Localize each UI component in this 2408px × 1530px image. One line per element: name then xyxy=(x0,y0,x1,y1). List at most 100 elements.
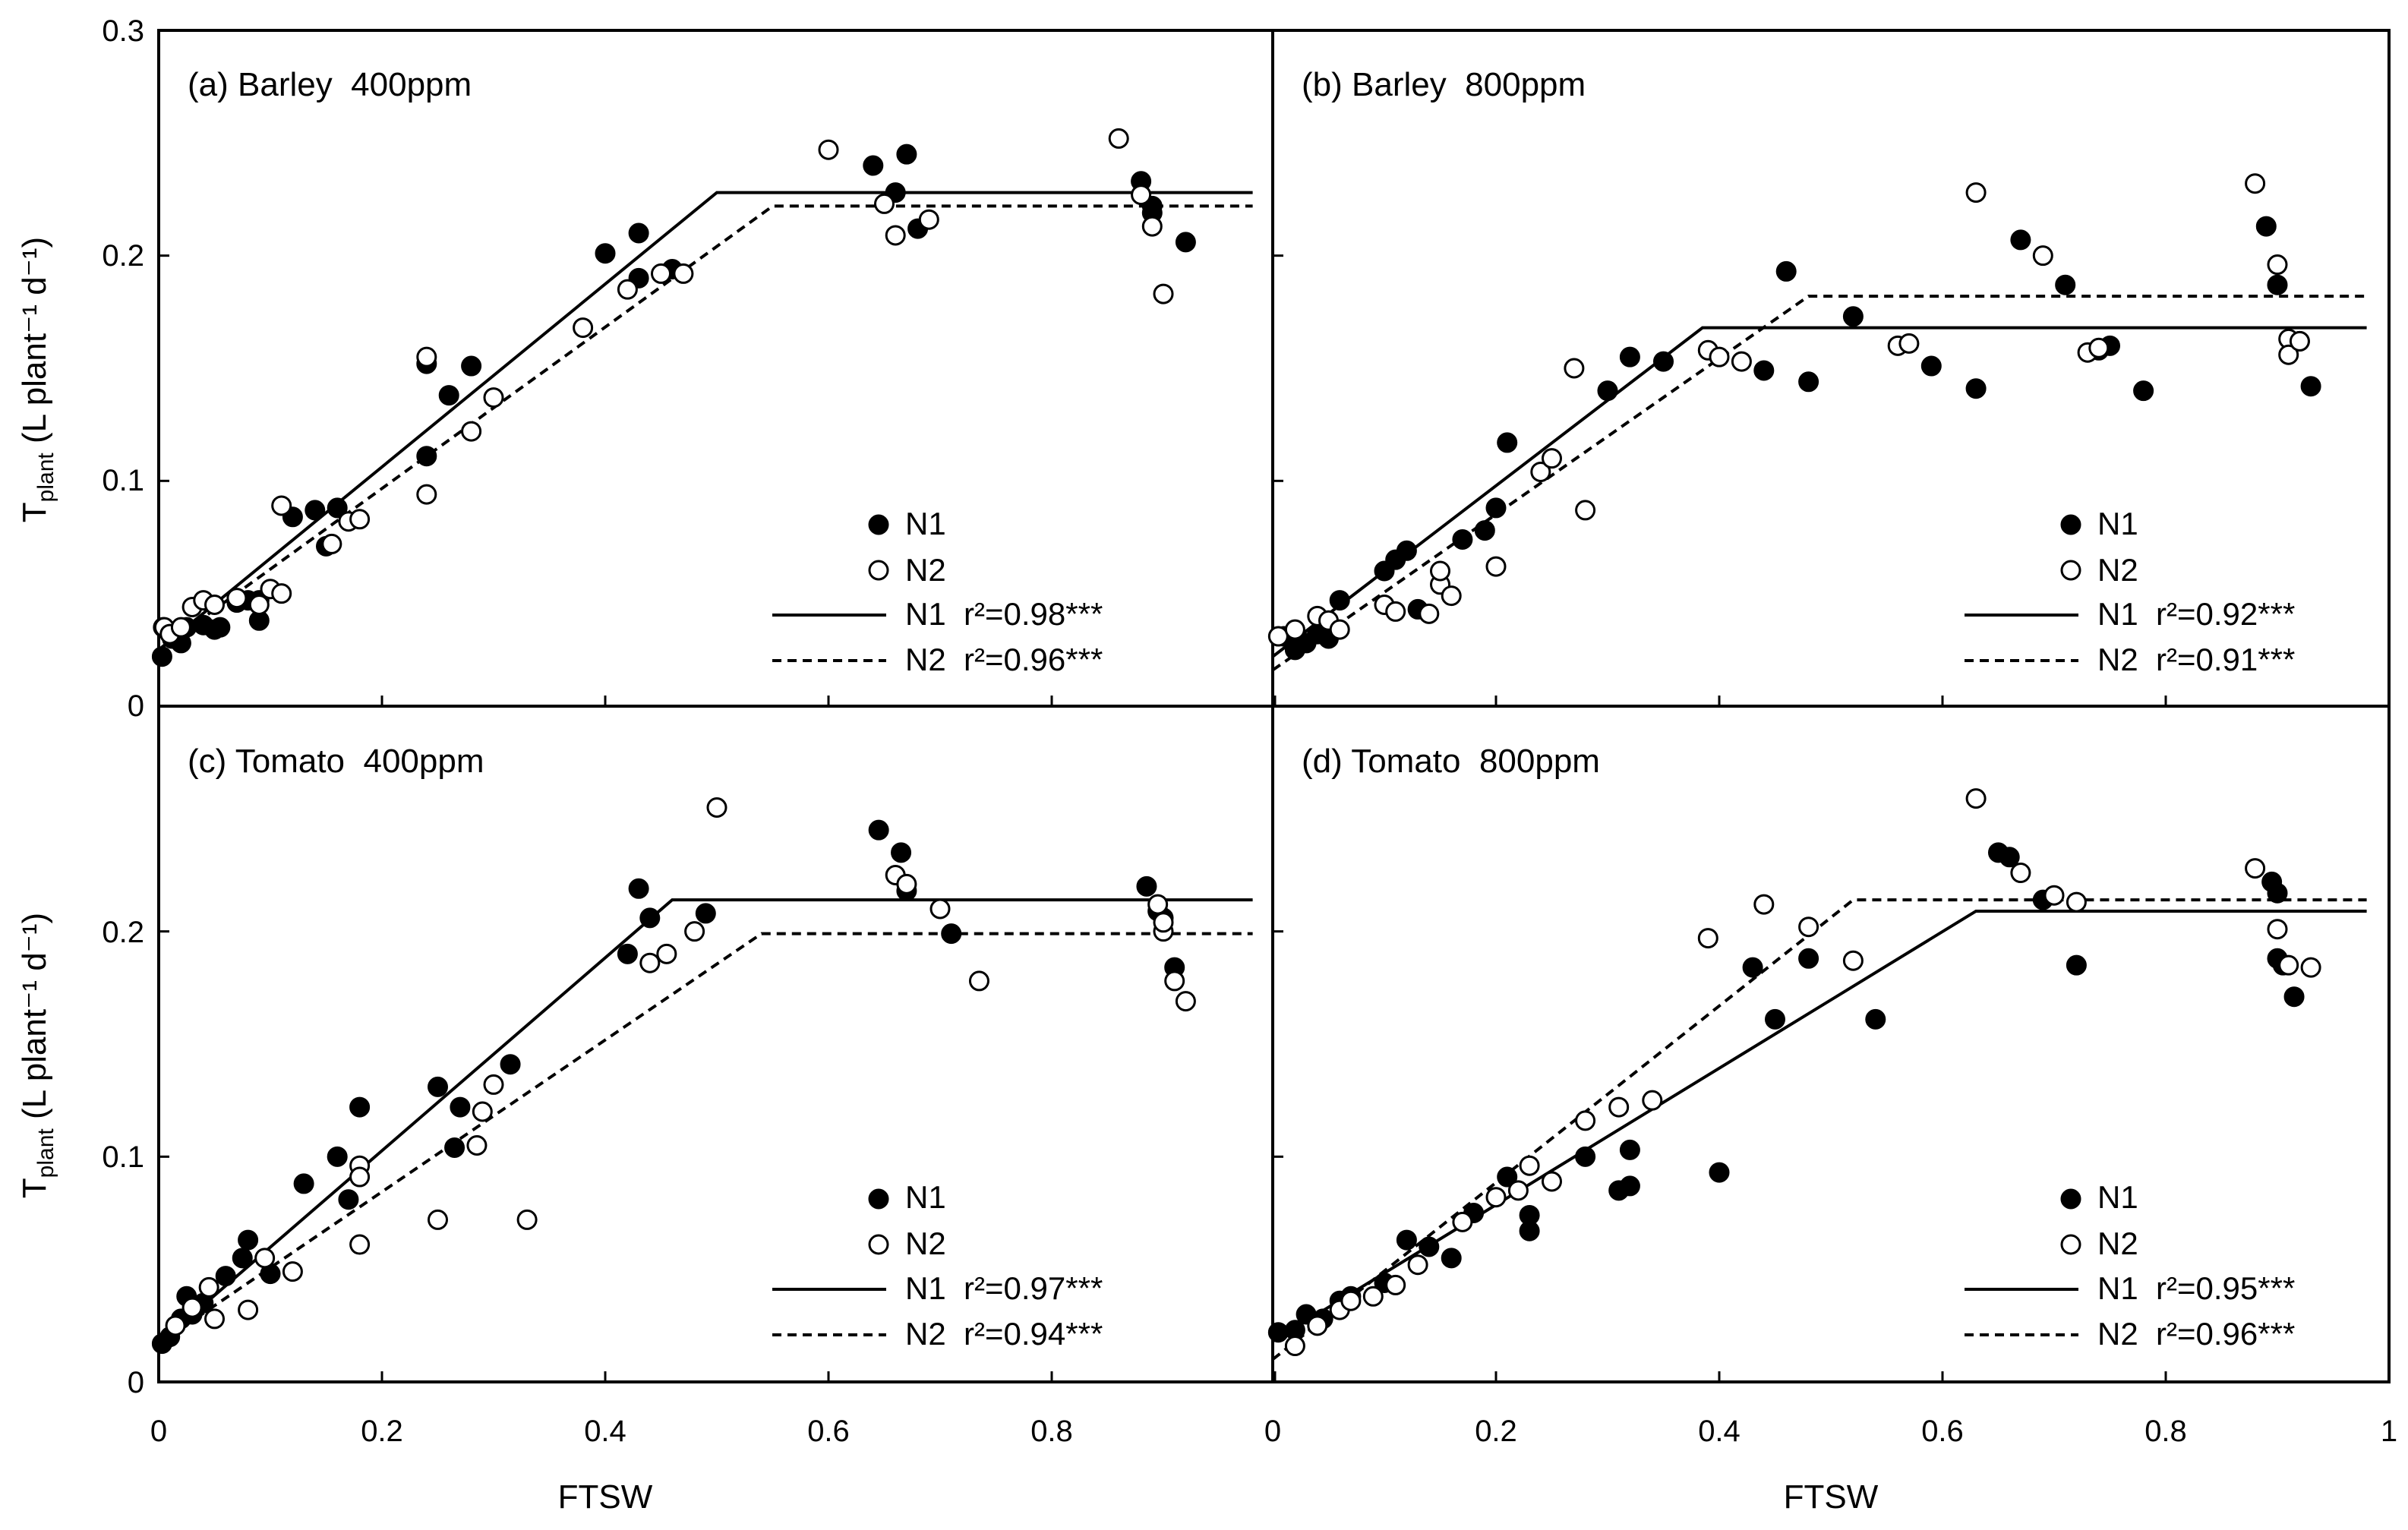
data-point-a-n1 xyxy=(1175,232,1196,253)
data-point-c-n2 xyxy=(1175,991,1196,1012)
data-point-d-n2 xyxy=(2066,891,2087,913)
data-point-b-n1 xyxy=(1965,378,1987,399)
data-point-d-n1 xyxy=(1396,1229,1417,1251)
data-point-a-n1 xyxy=(461,355,482,377)
legend-label-c-fit1: N1 r²=0.97*** xyxy=(905,1270,1103,1306)
legend-label-d-n1: N1 xyxy=(2097,1179,2138,1215)
data-point-b-n2 xyxy=(1709,346,1730,368)
y-tick-label-bottom: 0.1 xyxy=(102,1140,144,1174)
data-point-b-n2 xyxy=(2088,337,2110,358)
data-point-d-n1 xyxy=(1575,1146,1596,1167)
x-axis-title-left: FTSW xyxy=(558,1478,653,1516)
data-point-b-n1 xyxy=(1452,528,1473,550)
data-point-b-n1 xyxy=(1842,306,1864,327)
data-point-d-n2 xyxy=(1362,1286,1384,1307)
data-point-c-n2 xyxy=(1147,894,1169,915)
data-point-c-n1 xyxy=(891,842,912,863)
fit-line-a-1 xyxy=(157,191,1253,651)
data-point-b-n2 xyxy=(1430,560,1450,582)
data-point-c-n2 xyxy=(198,1276,219,1298)
legend-label-a-fit2: N2 r²=0.96*** xyxy=(905,642,1103,677)
y-axis-title-sub: plant xyxy=(33,453,58,503)
legend-label-b-fit2: N2 r²=0.91*** xyxy=(2097,642,2295,677)
data-point-c-n1 xyxy=(215,1266,236,1287)
x-tick-label-left: 0.6 xyxy=(807,1415,850,1448)
data-point-b-n2 xyxy=(2032,245,2053,267)
data-point-a-n1 xyxy=(863,155,884,176)
data-point-c-n2 xyxy=(254,1248,276,1269)
data-point-b-n1 xyxy=(1485,497,1507,519)
data-point-b-n1 xyxy=(2300,376,2321,397)
data-point-d-n2 xyxy=(1340,1290,1362,1311)
x-tick-label-left: 0.2 xyxy=(361,1415,403,1448)
data-point-c-n2 xyxy=(238,1299,259,1320)
data-point-d-n2 xyxy=(1407,1254,1428,1276)
legend-marker-b-n1 xyxy=(2060,514,2081,535)
data-point-a-n1 xyxy=(210,617,231,638)
y-axis-title-units: (L plant⁻¹ d⁻¹) xyxy=(16,913,53,1128)
data-point-b-n1 xyxy=(1497,432,1518,453)
data-point-c-n2 xyxy=(466,1135,488,1156)
data-point-d-n2 xyxy=(1284,1336,1305,1357)
legend-marker-b-n2 xyxy=(2060,560,2081,581)
data-point-b-n2 xyxy=(1575,500,1596,521)
data-point-d-n2 xyxy=(2043,885,2065,906)
data-point-a-n2 xyxy=(885,225,906,246)
panel-d xyxy=(1267,705,2391,1383)
legend-label-c-fit2: N2 r²=0.94*** xyxy=(905,1316,1103,1352)
legend-label-a-n2: N2 xyxy=(905,552,946,588)
data-point-c-n2 xyxy=(349,1166,371,1188)
data-point-a-n2 xyxy=(1108,128,1129,149)
data-point-a-n2 xyxy=(673,263,694,284)
data-point-c-n1 xyxy=(617,943,638,964)
data-point-a-n1 xyxy=(628,222,649,244)
y-tick-label-top: 0.1 xyxy=(102,464,144,497)
data-point-b-n2 xyxy=(1530,461,1551,482)
data-point-a-n2 xyxy=(651,263,671,284)
data-point-b-n2 xyxy=(1731,351,1752,372)
panel-b xyxy=(1267,29,2391,708)
data-point-b-n1 xyxy=(2267,274,2288,295)
data-point-d-n2 xyxy=(1965,788,1987,809)
data-point-c-n1 xyxy=(428,1076,448,1097)
data-point-d-n2 xyxy=(1753,894,1775,915)
data-point-d-n2 xyxy=(1385,1274,1406,1295)
data-point-b-n2 xyxy=(1419,603,1440,624)
data-point-c-n1 xyxy=(628,878,649,899)
data-point-b-n1 xyxy=(2255,216,2277,237)
data-point-a-n1 xyxy=(438,385,459,406)
data-point-c-n1 xyxy=(500,1054,521,1075)
data-point-c-n2 xyxy=(204,1308,225,1330)
legend-label-d-fit1: N1 r²=0.95*** xyxy=(2097,1270,2295,1306)
panel-title-b: (b) Barley 800ppm xyxy=(1302,66,1586,103)
data-point-d-n1 xyxy=(1619,1139,1640,1160)
data-point-c-n2 xyxy=(165,1315,186,1336)
data-point-d-n2 xyxy=(1485,1187,1507,1208)
data-point-a-n1 xyxy=(327,497,348,519)
legend-label-b-fit1: N1 r²=0.92*** xyxy=(2097,596,2295,632)
data-point-b-n2 xyxy=(1329,619,1350,640)
y-axis-title-sub: plant xyxy=(33,1128,58,1178)
x-tick-label-right: 0 xyxy=(1264,1415,1281,1448)
data-point-b-n1 xyxy=(1920,355,1942,377)
panel-title-c: (c) Tomato 400ppm xyxy=(188,743,484,780)
data-point-c-n1 xyxy=(941,923,962,945)
fit-line-b-2 xyxy=(1271,295,2367,672)
data-point-d-n2 xyxy=(1642,1090,1663,1111)
data-point-c-n1 xyxy=(232,1248,253,1269)
data-point-d-n2 xyxy=(1608,1096,1630,1118)
data-point-a-n2 xyxy=(204,595,225,615)
data-point-d-n2 xyxy=(2010,863,2031,884)
data-point-b-n2 xyxy=(1267,626,1289,647)
data-point-b-n1 xyxy=(2133,380,2154,402)
data-point-d-n1 xyxy=(1798,948,1819,969)
data-point-c-n1 xyxy=(293,1173,314,1194)
data-point-c-n2 xyxy=(516,1209,538,1230)
data-point-c-n2 xyxy=(929,898,951,920)
data-point-c-n2 xyxy=(968,970,989,992)
panel-title-d: (d) Tomato 800ppm xyxy=(1302,743,1600,780)
data-point-b-n2 xyxy=(1564,358,1585,379)
data-point-c-n2 xyxy=(639,952,661,973)
data-point-b-n2 xyxy=(1485,556,1507,577)
